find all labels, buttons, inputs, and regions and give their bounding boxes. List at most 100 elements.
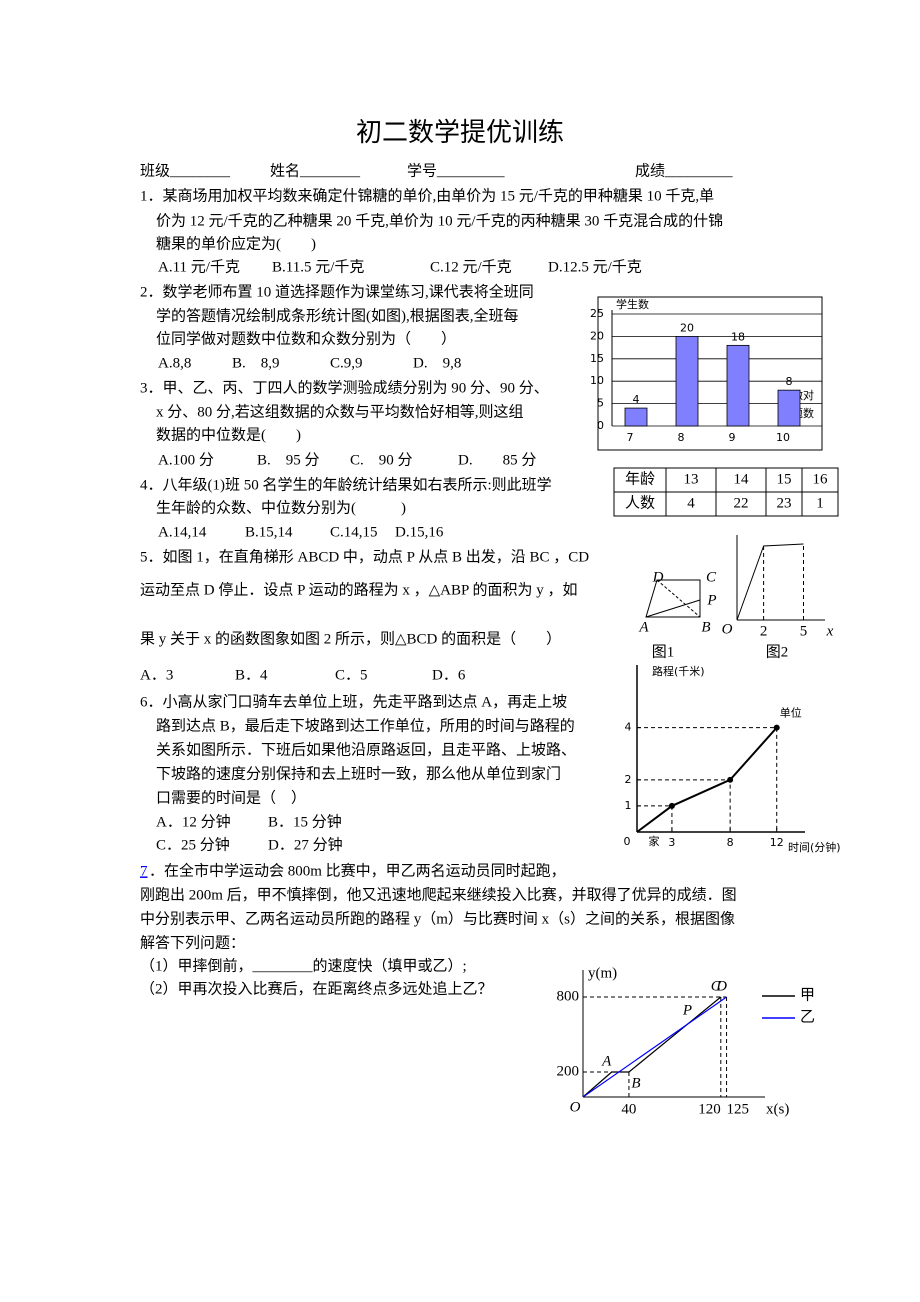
point-label: A <box>601 1053 612 1069</box>
option: D.12.5 元/千克 <box>548 258 642 275</box>
point-label: D <box>715 978 727 994</box>
y-tick-label: 15 <box>590 352 604 365</box>
question-number: 7 <box>140 863 148 879</box>
option: C．25 分钟 <box>156 836 230 853</box>
bar <box>675 335 699 427</box>
y-axis-label: 路程(千米) <box>652 665 705 678</box>
table-text: 13 <box>684 471 699 487</box>
value-label: 8 <box>786 375 793 388</box>
value-label: 18 <box>731 330 745 343</box>
option: D. 9,8 <box>413 355 461 371</box>
info-field: 班级________ <box>140 162 231 179</box>
point-label: A <box>638 619 649 635</box>
question-line: 中分别表示甲、乙两名运动员所跑的路程 y（m）与比赛时间 x（s）之间的关系，根… <box>140 910 735 927</box>
y-tick-label: 20 <box>590 329 604 342</box>
table-text: 23 <box>777 495 792 511</box>
y-tick-label: 200 <box>557 1063 580 1079</box>
series-line <box>582 996 727 1098</box>
question-line: 刚跑出 200m 后，甲不慎摔倒，他又迅速地爬起来继续投入比赛，并取得了优异的成… <box>140 885 737 903</box>
y-axis-label: y(m) <box>588 965 617 981</box>
option: C.9,9 <box>330 355 363 371</box>
route-line <box>636 726 778 833</box>
info-field: 成绩_________ <box>635 162 733 179</box>
question-line: 生年龄的众数、中位数分别为( ) <box>156 499 406 516</box>
x-tick-label: 7 <box>627 431 634 444</box>
x-tick-label: 40 <box>621 1101 636 1117</box>
question-line: 关系如图所示．下班后如果他沿原路返回，且走平路、上坡路、 <box>156 741 576 758</box>
x-tick-label: 10 <box>776 431 790 444</box>
title: 初二数学提优训练 <box>356 118 564 147</box>
chart-frame <box>597 296 823 451</box>
legend-label: 乙 <box>800 1009 815 1025</box>
x-axis-label: x <box>826 623 834 639</box>
bar <box>726 344 750 427</box>
series-line <box>582 996 722 1098</box>
y-tick-label: 25 <box>590 307 604 320</box>
bar <box>624 407 648 427</box>
question-line: （2）甲再次投入比赛后，在距离终点多远处追上乙？ <box>140 980 493 997</box>
guide-line <box>637 779 731 832</box>
x-axis-label: 时间(分钟) <box>788 840 841 854</box>
table-text: 1 <box>816 495 824 511</box>
option: A.11 元/千克 <box>158 258 240 275</box>
bar <box>777 389 801 427</box>
end-label: 单位 <box>780 706 802 720</box>
legend-label: 甲 <box>800 987 815 1003</box>
y-tick-label: 1 <box>625 799 632 812</box>
origin-label: O <box>722 621 733 637</box>
table-cell <box>801 491 839 517</box>
question-line: 解答下列问题： <box>140 934 245 951</box>
point-label: C <box>706 569 717 585</box>
fig1-shape <box>645 579 701 618</box>
table-text: 人数 <box>625 494 655 511</box>
option: A．3 <box>140 667 173 683</box>
table-text: 15 <box>777 471 792 487</box>
option: A．12 分钟 <box>156 813 231 830</box>
point-label: P <box>682 1003 692 1019</box>
option: C．5 <box>335 667 368 683</box>
question-line: （1）甲摔倒前，________的速度快（填甲或乙）; <box>140 957 467 974</box>
x-tick-label: 5 <box>800 623 808 639</box>
option: D．6 <box>432 667 466 683</box>
option: C.12 元/千克 <box>430 258 512 275</box>
segment <box>645 599 701 618</box>
x-tick-label: 12 <box>770 836 784 849</box>
question-line: 2．数学老师布置 10 道选择题作为课堂练习,课代表将全班同 <box>140 282 534 300</box>
table-text: 14 <box>734 471 750 487</box>
question-line: 4．八年级(1)班 50 名学生的年龄统计结果如右表所示:则此班学 <box>140 476 552 493</box>
option: B.11.5 元/千克 <box>272 258 364 275</box>
option: D. 85 分 <box>458 451 536 468</box>
question-line: x 分、80 分,若这组数据的众数与平均数恰好相等,则这组 <box>156 402 524 420</box>
option: B. 8,9 <box>232 355 280 371</box>
y-tick-label: 5 <box>597 397 604 410</box>
option: A.8,8 <box>158 355 191 371</box>
value-label: 20 <box>680 321 694 334</box>
caption: 图1 <box>652 643 675 660</box>
question-line: 1．某商场用加权平均数来确定什锦糖的单价,由单价为 15 元/千克的甲种糖果 1… <box>140 187 714 204</box>
info-field: 姓名________ <box>270 162 361 179</box>
origin-label: 0 <box>624 835 631 848</box>
option: A.100 分 <box>158 451 214 468</box>
table-text: 16 <box>813 471 829 487</box>
option: B. 95 分 <box>257 451 320 468</box>
option: B．15 分钟 <box>268 813 342 830</box>
question-line: 数据的中位数是( ) <box>156 426 301 443</box>
question-line: 6．小高从家门口骑车去单位上班，先走平路到达点 A，再走上坡 <box>140 693 567 710</box>
option: B.15,14 <box>245 524 293 540</box>
question-line: 位同学做对题数中位数和众数分别为（ ） <box>156 330 456 347</box>
x-tick-label: 125 <box>727 1101 750 1117</box>
home-label: 家 <box>649 834 660 848</box>
option: D.15,16 <box>395 524 444 540</box>
question-line: 下坡路的速度分别保持和去上班时一致，那么他从单位到家门 <box>156 765 561 782</box>
question-line: 运动至点 D 停止．设点 P 运动的路程为 x ，△ABP 的面积为 y ，如 <box>140 581 578 598</box>
x-tick-label: 9 <box>729 431 736 444</box>
guide-line <box>637 805 673 832</box>
origin-label: O <box>570 1099 581 1115</box>
y-tick-label: 2 <box>625 773 632 786</box>
table-text: 22 <box>734 495 749 511</box>
question-line: 价为 12 元/千克的乙种糖果 20 千克,单价为 10 元/千克的丙种糖果 3… <box>156 212 723 229</box>
info-field: 学号_________ <box>407 162 505 179</box>
question-line: 5．如图 1，在直角梯形 ABCD 中，动点 P 从点 B 出发，沿 BC ，C… <box>140 548 589 565</box>
option: C.14,15 <box>330 524 378 540</box>
